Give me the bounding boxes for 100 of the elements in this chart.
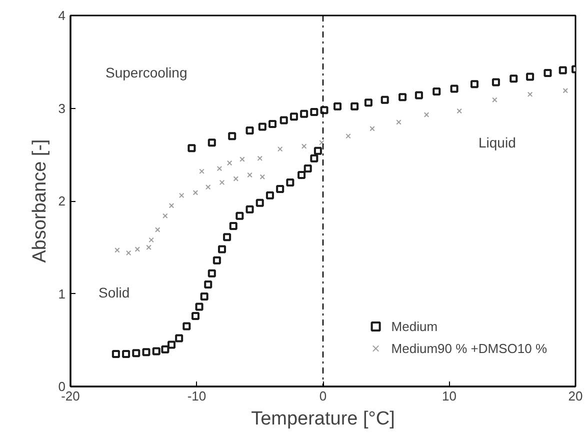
x-tick-label: 20 [568, 388, 583, 404]
point [310, 108, 318, 116]
point [229, 222, 238, 230]
point [246, 126, 254, 135]
point [246, 205, 254, 214]
point [470, 80, 478, 88]
point [492, 97, 498, 103]
point [286, 178, 294, 186]
point [216, 166, 222, 172]
point [396, 120, 402, 125]
point [205, 184, 211, 190]
point [562, 88, 568, 94]
point [240, 156, 245, 162]
point [398, 93, 407, 102]
annotation: Liquid [478, 134, 516, 150]
point [260, 174, 266, 180]
point [148, 237, 154, 243]
point [450, 84, 458, 93]
point [526, 72, 534, 81]
point [204, 280, 212, 288]
legend-label: Medium [391, 318, 438, 334]
point [380, 96, 389, 104]
annotation: Supercooling [106, 64, 188, 80]
point [314, 146, 322, 155]
point [304, 164, 312, 173]
point [257, 156, 262, 161]
point [228, 132, 236, 140]
point [346, 133, 351, 139]
point [456, 108, 462, 114]
x-tick-label: -10 [187, 388, 206, 404]
point [320, 106, 328, 114]
point [280, 116, 288, 124]
point [290, 112, 298, 121]
y-tick-label: 3 [58, 100, 66, 116]
point [132, 349, 140, 358]
point [122, 350, 130, 358]
point [112, 350, 120, 358]
point [134, 246, 140, 252]
point [266, 191, 274, 200]
point [226, 160, 232, 166]
point [195, 302, 204, 311]
point [256, 198, 264, 207]
y-tick-label: 4 [58, 8, 66, 23]
point [200, 292, 208, 301]
legend-label: Medium90 % +DMSO10 % [391, 340, 547, 356]
point [162, 213, 168, 218]
y-tick-label: 0 [58, 379, 66, 394]
point [208, 138, 216, 147]
y-tick-label: 2 [58, 194, 66, 208]
point [527, 92, 533, 97]
annotation: Solid [98, 284, 130, 300]
x-axis-title: Temperature [°C] [251, 408, 395, 430]
point [301, 144, 307, 149]
point [114, 248, 120, 253]
point [188, 144, 196, 152]
point [300, 110, 308, 118]
point [192, 190, 198, 196]
point [175, 334, 184, 342]
point [168, 203, 174, 208]
point [218, 245, 226, 254]
point [414, 91, 423, 100]
point [191, 312, 200, 320]
point [510, 74, 518, 83]
point [319, 140, 324, 146]
point [126, 250, 132, 256]
point [236, 212, 244, 220]
point [178, 192, 184, 198]
point [247, 172, 252, 178]
y-tick-label: 1 [58, 286, 66, 302]
point [199, 168, 204, 174]
point [258, 122, 266, 131]
point [424, 112, 430, 118]
x-tick-label: 10 [442, 388, 456, 404]
point [277, 146, 283, 152]
point [142, 348, 150, 356]
point [370, 126, 375, 132]
point [276, 184, 284, 193]
y-axis-title: Absorbance [-] [29, 139, 50, 263]
point [168, 340, 176, 349]
point [223, 233, 232, 242]
point [154, 227, 160, 232]
x-tick-label: 0 [319, 388, 327, 404]
point [310, 154, 318, 162]
point [219, 180, 225, 186]
point [233, 176, 239, 182]
point [334, 102, 342, 110]
point [558, 66, 567, 74]
point [492, 78, 500, 86]
point [152, 347, 160, 356]
point [298, 171, 306, 180]
point [544, 69, 552, 78]
point [364, 98, 372, 107]
point [182, 322, 191, 330]
point [146, 244, 152, 250]
point [161, 345, 170, 354]
point [268, 120, 276, 128]
point [212, 256, 221, 264]
point [350, 102, 359, 110]
point [208, 269, 216, 278]
point [432, 88, 441, 96]
